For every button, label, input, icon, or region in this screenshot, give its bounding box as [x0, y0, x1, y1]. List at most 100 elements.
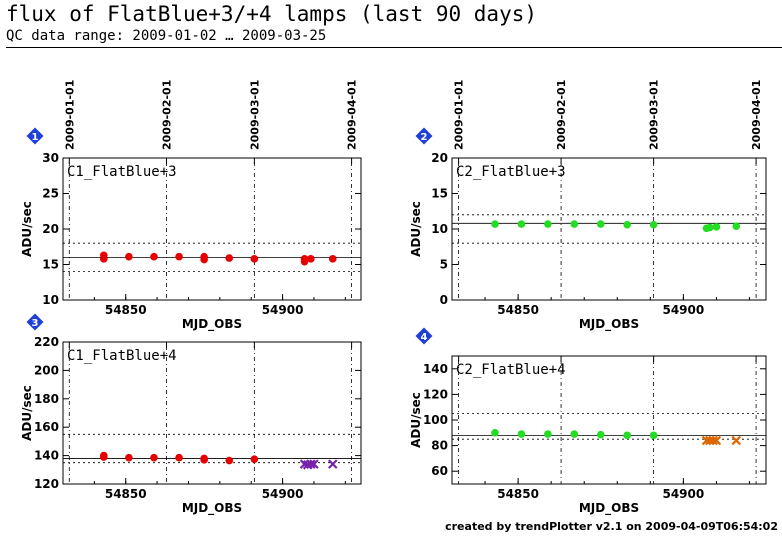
- y-tick-label: 120: [423, 387, 448, 401]
- data-point: [307, 255, 315, 263]
- y-tick-label: 0: [440, 293, 448, 307]
- panel-number: 1: [32, 132, 39, 143]
- x-axis-label: MJD_OBS: [182, 317, 242, 332]
- data-point: [327, 459, 338, 469]
- panel-badge-icon: [415, 327, 433, 345]
- data-point-stroke: [309, 459, 319, 469]
- data-point-stroke: [327, 459, 338, 469]
- page-title: flux of FlatBlue+3/+4 lamps (last 90 day…: [6, 2, 538, 26]
- date-tick-label: 2009-01-01: [453, 80, 466, 150]
- data-point: [732, 222, 741, 230]
- panel-number: 4: [421, 332, 428, 343]
- data-point: [731, 435, 742, 446]
- data-point: [649, 431, 658, 440]
- y-tick-label: 10: [42, 293, 59, 307]
- y-tick-label: 25: [42, 187, 59, 201]
- data-point: [300, 255, 309, 263]
- x-tick-label: 54900: [662, 487, 704, 501]
- qc-date-range: QC data range: 2009-01-02 … 2009-03-25: [6, 28, 327, 44]
- data-point: [517, 430, 526, 438]
- y-tick-label: 100: [423, 413, 448, 427]
- data-point: [712, 223, 721, 231]
- x-tick-label: 54900: [662, 303, 704, 317]
- data-point: [99, 453, 108, 461]
- data-point: [623, 431, 631, 440]
- data-point: [250, 255, 259, 263]
- data-point: [517, 220, 526, 228]
- data-points: [491, 429, 742, 446]
- data-points: [491, 220, 741, 233]
- y-axis-label: ADU/sec: [409, 201, 423, 257]
- date-tick-label: 2009-01-01: [63, 80, 76, 150]
- x-tick-label: 54900: [262, 487, 304, 501]
- data-point: [175, 252, 183, 261]
- plot-frame: [62, 341, 362, 485]
- panel-1: 2009-01-01 2009-02-01 2009-03-01 2009-04-01…: [20, 80, 362, 332]
- date-tick-label: 2009-04-01: [346, 80, 359, 150]
- data-point: [309, 459, 319, 469]
- x-tick-label: 54850: [105, 303, 147, 317]
- data-point: [596, 220, 605, 228]
- panel-badge-icon: [415, 127, 433, 145]
- data-points: [99, 451, 338, 470]
- data-point: [596, 430, 605, 439]
- data-point: [125, 252, 133, 261]
- data-point: [175, 453, 183, 462]
- panel-label: C1_FlatBlue+3: [67, 164, 177, 180]
- panel-3: 54850 54900 120 140 160 180 200 220 MJD_OBS ADU/s…: [20, 313, 362, 516]
- panel-4: 54850 54900 60 80 100 120 140 MJD_OBS ADU/sec C2_…: [409, 327, 767, 516]
- data-point-stroke: [711, 435, 722, 446]
- data-point: [99, 255, 108, 263]
- x-axis-label: MJD_OBS: [182, 501, 242, 516]
- y-tick-label: 140: [34, 449, 59, 463]
- y-tick-label: 10: [431, 222, 448, 236]
- y-tick-label: 120: [34, 477, 59, 491]
- data-point: [570, 430, 579, 438]
- date-tick-label: 2009-02-01: [555, 80, 568, 150]
- y-axis-label: ADU/sec: [20, 385, 34, 441]
- data-point: [250, 455, 259, 463]
- data-point: [649, 220, 658, 229]
- data-point: [225, 254, 234, 262]
- data-point: [306, 459, 316, 469]
- y-tick-label: 220: [34, 335, 59, 349]
- y-tick-label: 160: [34, 420, 59, 434]
- y-tick-label: 200: [34, 363, 59, 377]
- y-tick-label: 30: [42, 151, 59, 165]
- date-tick-label: 2009-03-01: [648, 80, 661, 150]
- data-point: [570, 220, 579, 228]
- panel-label: C2_FlatBlue+3: [456, 164, 566, 180]
- x-tick-label: 54850: [497, 487, 539, 501]
- y-axis-label: ADU/sec: [20, 201, 34, 257]
- date-tick-label: 2009-02-01: [161, 80, 174, 150]
- data-points: [99, 251, 337, 266]
- data-point: [623, 220, 631, 229]
- data-point: [544, 430, 552, 438]
- panel-label: C2_FlatBlue+4: [456, 362, 566, 378]
- data-point: [200, 456, 208, 464]
- x-axis-label: MJD_OBS: [579, 501, 639, 516]
- data-point: [328, 255, 337, 263]
- y-tick-label: 60: [431, 464, 448, 478]
- title-rule: [6, 47, 782, 48]
- y-tick-label: 140: [423, 362, 448, 376]
- panel-number: 3: [32, 318, 39, 329]
- x-tick-label: 54900: [262, 303, 304, 317]
- data-point-stroke: [306, 459, 316, 469]
- data-point: [708, 435, 718, 446]
- data-point: [491, 220, 499, 228]
- data-point: [150, 453, 158, 462]
- y-axis-label: ADU/sec: [409, 392, 423, 448]
- data-point: [150, 252, 158, 261]
- data-point-stroke: [731, 435, 742, 446]
- y-tick-label: 5: [440, 258, 448, 272]
- y-tick-label: 80: [431, 439, 448, 453]
- data-point: [200, 255, 208, 264]
- data-point: [706, 223, 714, 232]
- footer-credit: created by trendPlotter v2.1 on 2009-04-…: [445, 520, 778, 533]
- x-tick-label: 54850: [105, 487, 147, 501]
- y-tick-label: 20: [42, 222, 59, 236]
- date-tick-label: 2009-04-01: [750, 80, 763, 150]
- data-point: [711, 435, 722, 446]
